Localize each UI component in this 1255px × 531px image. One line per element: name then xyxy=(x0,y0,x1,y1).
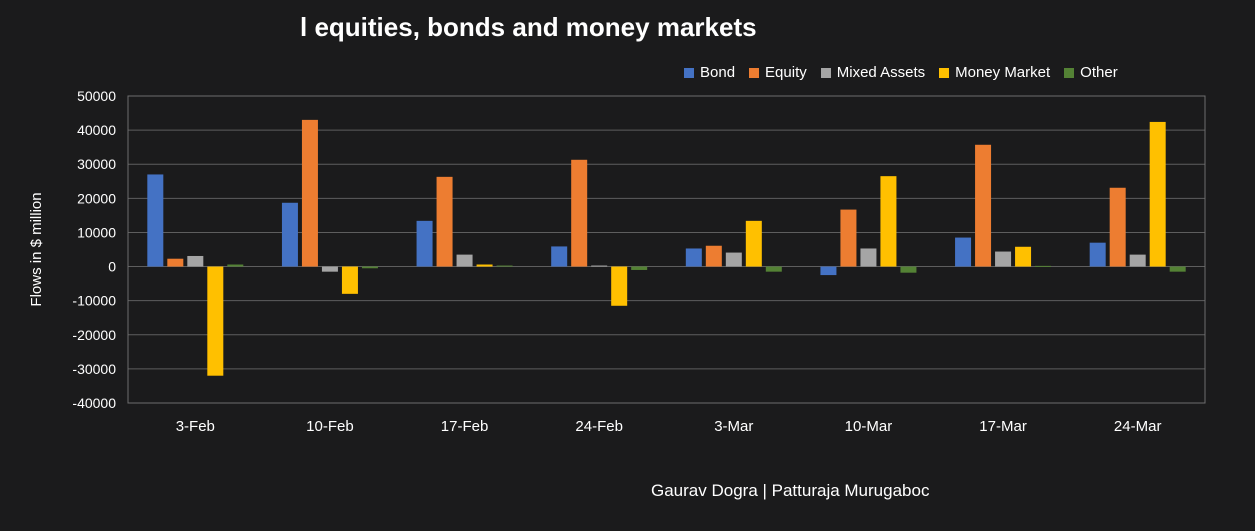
bar-equity xyxy=(436,176,453,267)
legend-label: Bond xyxy=(700,64,736,81)
legend-swatch xyxy=(749,67,760,78)
y-tick-label: 50000 xyxy=(77,88,116,104)
bar-equity xyxy=(1109,187,1126,267)
legend-label: Equity xyxy=(765,64,807,81)
plot-area-border xyxy=(127,95,1206,404)
bar-money-market xyxy=(880,176,897,267)
bar-mixed-assets xyxy=(187,255,204,267)
y-tick-label: -30000 xyxy=(72,361,116,377)
legend-label: Mixed Assets xyxy=(836,64,926,81)
bar-equity xyxy=(705,245,722,267)
chart-legend: Bond Equity Mixed Assets Money Market Other xyxy=(684,64,1118,81)
bar-bond xyxy=(820,266,837,276)
legend-item: Mixed Assets xyxy=(820,64,926,81)
y-tick-label: -40000 xyxy=(72,395,116,411)
x-tick-label: 3-Mar xyxy=(714,418,753,435)
bar-mixed-assets xyxy=(456,254,473,267)
x-tick-label: 17-Feb xyxy=(441,418,489,435)
y-tick-label: 20000 xyxy=(77,190,116,206)
bar-money-market xyxy=(1149,121,1166,267)
legend-swatch xyxy=(1064,67,1075,78)
bar-bond xyxy=(281,202,298,267)
y-tick-label: 30000 xyxy=(77,156,116,172)
bar-other xyxy=(1035,265,1052,267)
bar-mixed-assets xyxy=(860,248,877,267)
bar-money-market xyxy=(341,266,358,294)
bar-bond xyxy=(955,237,972,267)
legend-swatch xyxy=(820,67,831,78)
x-tick-label: 24-Feb xyxy=(575,418,623,435)
bar-money-market xyxy=(611,266,628,306)
x-tick-label: 10-Feb xyxy=(306,418,354,435)
y-tick-label: -10000 xyxy=(72,293,116,309)
legend-swatch xyxy=(684,67,694,78)
bar-equity xyxy=(301,119,318,267)
legend-item: Bond xyxy=(684,64,735,81)
legend-item: Money Market xyxy=(939,64,1050,81)
bar-bond xyxy=(416,220,433,267)
bar-mixed-assets xyxy=(725,252,742,267)
chart-title: l equities, bonds and money markets xyxy=(300,12,757,42)
y-tick-label: 40000 xyxy=(77,122,116,138)
y-axis-label: Flows in $ million xyxy=(28,192,45,306)
bar-mixed-assets xyxy=(321,266,338,272)
bar-mixed-assets xyxy=(1129,254,1146,267)
y-tick-label: 0 xyxy=(108,259,116,275)
bar-equity xyxy=(975,144,992,267)
x-tick-label: 24-Mar xyxy=(1114,418,1162,435)
bar-money-market xyxy=(745,220,762,267)
x-tick-label: 17-Mar xyxy=(979,418,1027,435)
bar-other xyxy=(765,266,782,272)
bar-equity xyxy=(571,159,588,267)
bar-bond xyxy=(551,246,568,267)
legend-item: Other xyxy=(1064,64,1118,81)
bar-other xyxy=(496,265,513,267)
x-tick-label: 3-Feb xyxy=(176,418,215,435)
bar-money-market xyxy=(1015,246,1032,267)
x-tick-label: 10-Mar xyxy=(845,418,893,435)
bar-money-market xyxy=(476,264,493,267)
y-tick-label: 10000 xyxy=(77,224,116,240)
legend-label: Other xyxy=(1080,64,1118,81)
bar-mixed-assets xyxy=(995,251,1012,267)
legend-swatch xyxy=(939,67,950,78)
bar-money-market xyxy=(207,266,224,376)
bar-other xyxy=(631,266,648,270)
bar-other xyxy=(227,264,244,267)
bar-bond xyxy=(147,174,164,267)
legend-label: Money Market xyxy=(955,64,1051,81)
bar-equity xyxy=(167,258,184,267)
legend-item: Equity xyxy=(749,64,807,81)
bar-other xyxy=(361,266,378,269)
bar-bond xyxy=(1089,242,1106,267)
bar-bond xyxy=(685,248,702,267)
bar-other xyxy=(1169,266,1186,272)
y-tick-label: -20000 xyxy=(72,327,116,343)
bar-other xyxy=(900,266,917,273)
credit-line: Gaurav Dogra | Patturaja Murugaboc xyxy=(651,481,930,500)
bar-mixed-assets xyxy=(591,265,608,267)
bar-equity xyxy=(840,209,857,267)
